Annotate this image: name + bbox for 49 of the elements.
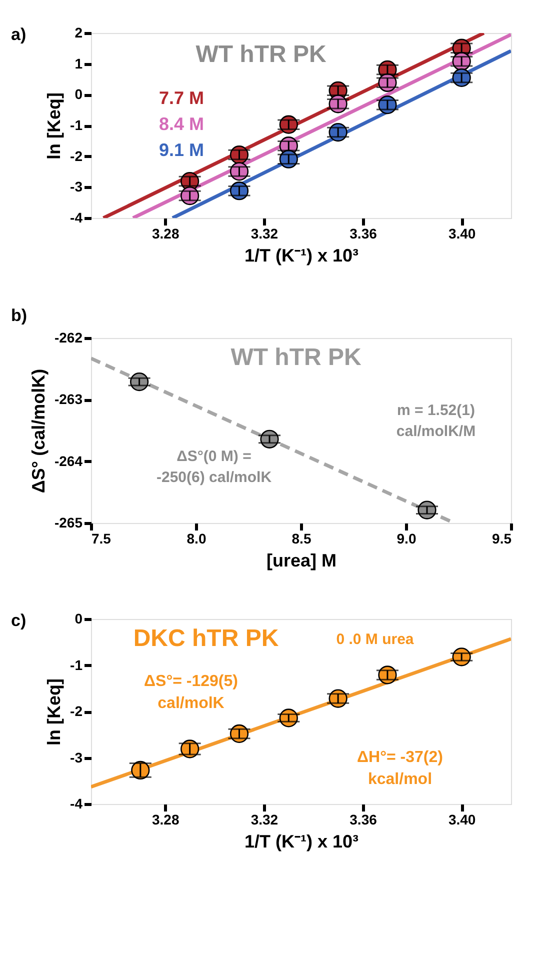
y-tick-label: 2 <box>74 24 83 40</box>
text: 8.4 M <box>159 114 204 134</box>
x-axis-title: 1/T (K⁻¹) x 10³ <box>244 246 359 266</box>
annotation: 0 .0 M urea <box>336 631 414 648</box>
x-tick-label: 3.40 <box>448 226 476 242</box>
y-tick-label: -3 <box>70 178 83 195</box>
chart-title: WT hTR PK <box>196 41 327 68</box>
y-tick-label: -2 <box>70 703 83 719</box>
x-tick-label: 3.28 <box>152 226 180 242</box>
x-tick-label: 7.5 <box>92 530 112 546</box>
text: 7.7 M <box>159 88 204 108</box>
x-tick-label: 3.36 <box>350 226 378 242</box>
x-tick-label: 3.28 <box>152 812 180 828</box>
chart-title: WT hTR PK <box>230 344 362 371</box>
x-tick-label: 9.0 <box>396 530 416 546</box>
y-tick-label: -2 <box>70 148 83 164</box>
y-axis-title: ln [Keq] <box>44 92 64 160</box>
x-tick-label: 8.0 <box>186 530 206 546</box>
y-tick-label: 1 <box>74 55 83 72</box>
text: 9.1 M <box>159 140 204 160</box>
x-axis-title: 1/T (K⁻¹) x 10³ <box>244 832 359 852</box>
annotation: ΔH°= -37(2) kcal/mol <box>357 749 443 788</box>
x-axis-title: [urea] M <box>266 550 337 570</box>
y-tick-label: 0 <box>74 610 83 626</box>
chart-title: DKC hTR PK <box>133 625 280 652</box>
y-tick-label: -1 <box>70 656 83 673</box>
y-axis-title: ΔS° (cal/molK) <box>28 368 48 494</box>
x-tick-label: 9.5 <box>492 530 512 546</box>
y-tick-label: -1 <box>70 117 83 133</box>
y-tick-label: -4 <box>70 796 83 812</box>
text: c) <box>11 611 26 630</box>
x-tick-label: 3.32 <box>250 226 278 242</box>
y-tick-label: 0 <box>74 86 83 102</box>
y-tick-label: -263 <box>54 391 83 408</box>
annotation: ΔS°= -129(5) cal/molK <box>144 673 238 712</box>
text: b) <box>11 306 28 325</box>
x-tick-label: 8.5 <box>292 530 312 546</box>
y-axis-title: ln [Keq] <box>44 678 64 746</box>
x-tick-label: 3.32 <box>250 812 278 828</box>
text: a) <box>11 25 26 44</box>
y-tick-label: -4 <box>70 210 83 226</box>
x-tick-label: 3.40 <box>448 812 476 828</box>
x-tick-label: 3.36 <box>350 812 378 828</box>
y-tick-label: -3 <box>70 749 83 766</box>
y-tick-label: -262 <box>54 330 83 346</box>
y-tick-label: -265 <box>54 514 83 530</box>
annotation: ΔS°(0 M) = -250(6) cal/molK <box>156 448 272 486</box>
y-tick-label: -264 <box>54 452 83 469</box>
annotation: m = 1.52(1) cal/molK/M <box>396 402 476 440</box>
